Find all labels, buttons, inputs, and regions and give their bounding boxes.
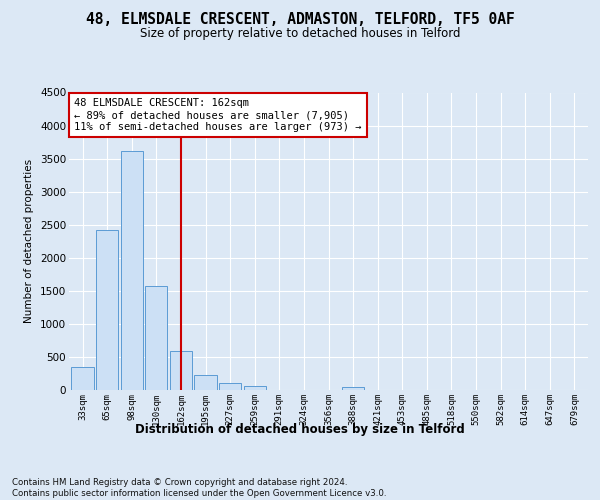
Text: Distribution of detached houses by size in Telford: Distribution of detached houses by size … bbox=[135, 422, 465, 436]
Bar bbox=[96, 230, 118, 390]
Bar bbox=[71, 367, 94, 390]
Bar bbox=[342, 386, 364, 390]
Bar bbox=[244, 386, 266, 390]
Bar bbox=[170, 351, 192, 390]
Text: Size of property relative to detached houses in Telford: Size of property relative to detached ho… bbox=[140, 28, 460, 40]
Text: 48, ELMSDALE CRESCENT, ADMASTON, TELFORD, TF5 0AF: 48, ELMSDALE CRESCENT, ADMASTON, TELFORD… bbox=[86, 12, 514, 28]
Bar bbox=[219, 384, 241, 390]
Y-axis label: Number of detached properties: Number of detached properties bbox=[25, 159, 34, 324]
Bar bbox=[121, 150, 143, 390]
Bar bbox=[194, 376, 217, 390]
Text: 48 ELMSDALE CRESCENT: 162sqm
← 89% of detached houses are smaller (7,905)
11% of: 48 ELMSDALE CRESCENT: 162sqm ← 89% of de… bbox=[74, 98, 362, 132]
Bar bbox=[145, 286, 167, 390]
Text: Contains HM Land Registry data © Crown copyright and database right 2024.
Contai: Contains HM Land Registry data © Crown c… bbox=[12, 478, 386, 498]
